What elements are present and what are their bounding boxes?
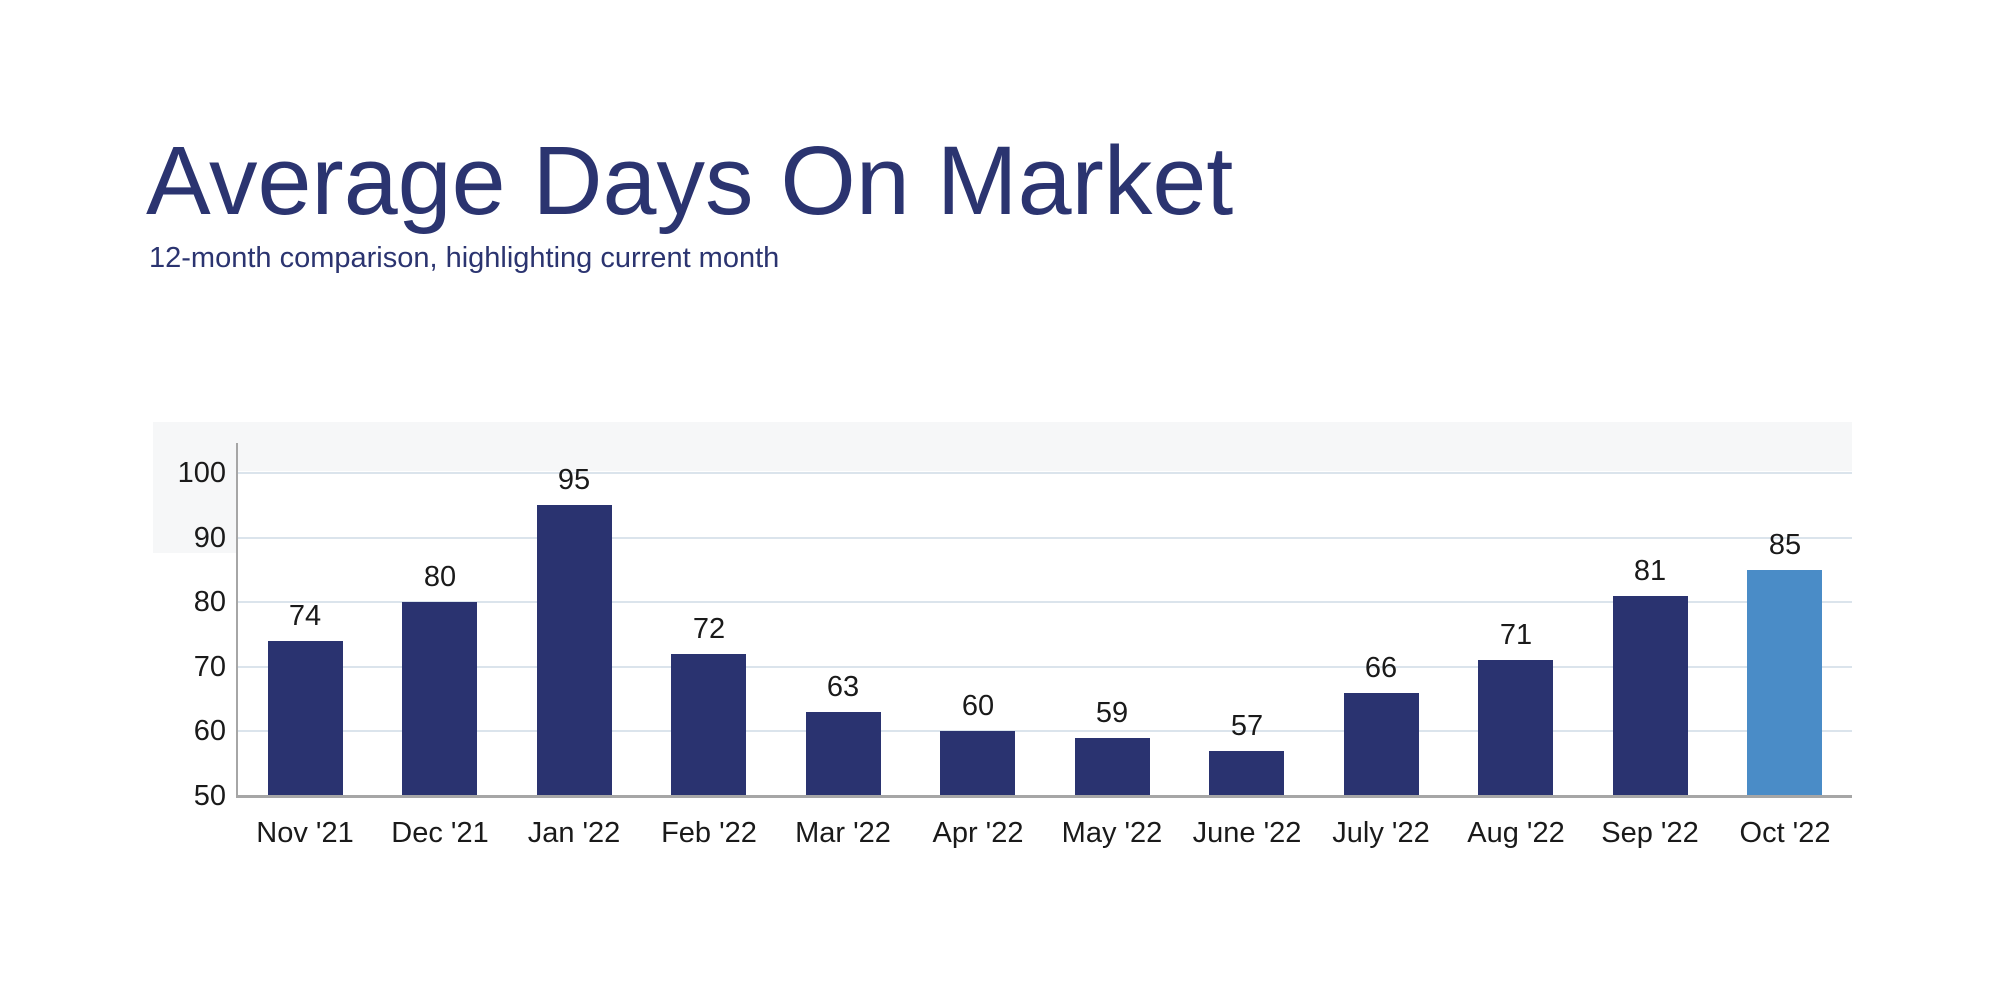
bar-value-label: 85	[1768, 529, 1802, 561]
gridline	[238, 665, 1852, 668]
bar	[537, 505, 612, 795]
bar-value-label: 81	[1633, 555, 1667, 587]
bar	[1344, 693, 1419, 795]
bar	[806, 712, 881, 795]
chart-subtitle: 12-month comparison, highlighting curren…	[149, 242, 780, 274]
bar	[1209, 751, 1284, 795]
bar-value-label: 74	[288, 600, 322, 632]
chart-title: Average Days On Market	[146, 126, 1234, 235]
y-axis-tick-label: 50	[193, 780, 226, 812]
x-axis-line	[236, 795, 1852, 798]
y-axis-tick-label: 100	[177, 457, 226, 489]
bar-value-label: 95	[557, 464, 591, 496]
bar-value-label: 72	[692, 613, 726, 645]
x-axis-category-label: Aug '22	[1467, 817, 1565, 849]
x-axis-category-label: Oct '22	[1739, 817, 1831, 849]
gridline	[238, 730, 1852, 733]
background-artifact-top	[153, 422, 1852, 471]
x-axis-category-label: Apr '22	[932, 817, 1024, 849]
bar-value-label: 57	[1230, 710, 1264, 742]
bar	[940, 731, 1015, 795]
x-axis-category-label: Mar '22	[795, 817, 891, 849]
bar	[1478, 660, 1553, 795]
bar-value-label: 60	[961, 690, 995, 722]
gridline	[238, 601, 1852, 604]
x-axis-category-label: Feb '22	[661, 817, 757, 849]
y-axis-tick-label: 70	[193, 650, 226, 683]
gridline	[238, 536, 1852, 539]
bar	[402, 602, 477, 795]
background-artifact-left	[153, 422, 236, 553]
x-axis-category-label: Nov '21	[256, 817, 354, 849]
bar	[1075, 738, 1150, 795]
bar-value-label: 66	[1364, 652, 1398, 684]
bar	[671, 654, 746, 795]
x-axis-category-label: May '22	[1061, 817, 1163, 849]
x-axis-category-label: Dec '21	[391, 817, 489, 849]
gridline	[238, 472, 1852, 474]
bar	[268, 641, 343, 795]
y-axis-tick-label: 60	[193, 715, 226, 748]
x-axis-category-label: June '22	[1192, 817, 1302, 849]
bar-highlighted	[1747, 570, 1822, 795]
bar-value-label: 71	[1499, 619, 1533, 651]
bar-value-label: 63	[826, 671, 860, 703]
y-axis-line	[236, 443, 238, 797]
y-axis-tick-label: 90	[193, 521, 226, 554]
x-axis-category-label: Sep '22	[1601, 817, 1699, 849]
bar-value-label: 80	[423, 561, 457, 593]
y-axis-tick-label: 80	[193, 586, 226, 619]
bar	[1613, 596, 1688, 795]
x-axis-category-label: July '22	[1332, 817, 1430, 849]
x-axis-category-label: Jan '22	[527, 817, 621, 849]
bar-value-label: 59	[1095, 697, 1129, 729]
